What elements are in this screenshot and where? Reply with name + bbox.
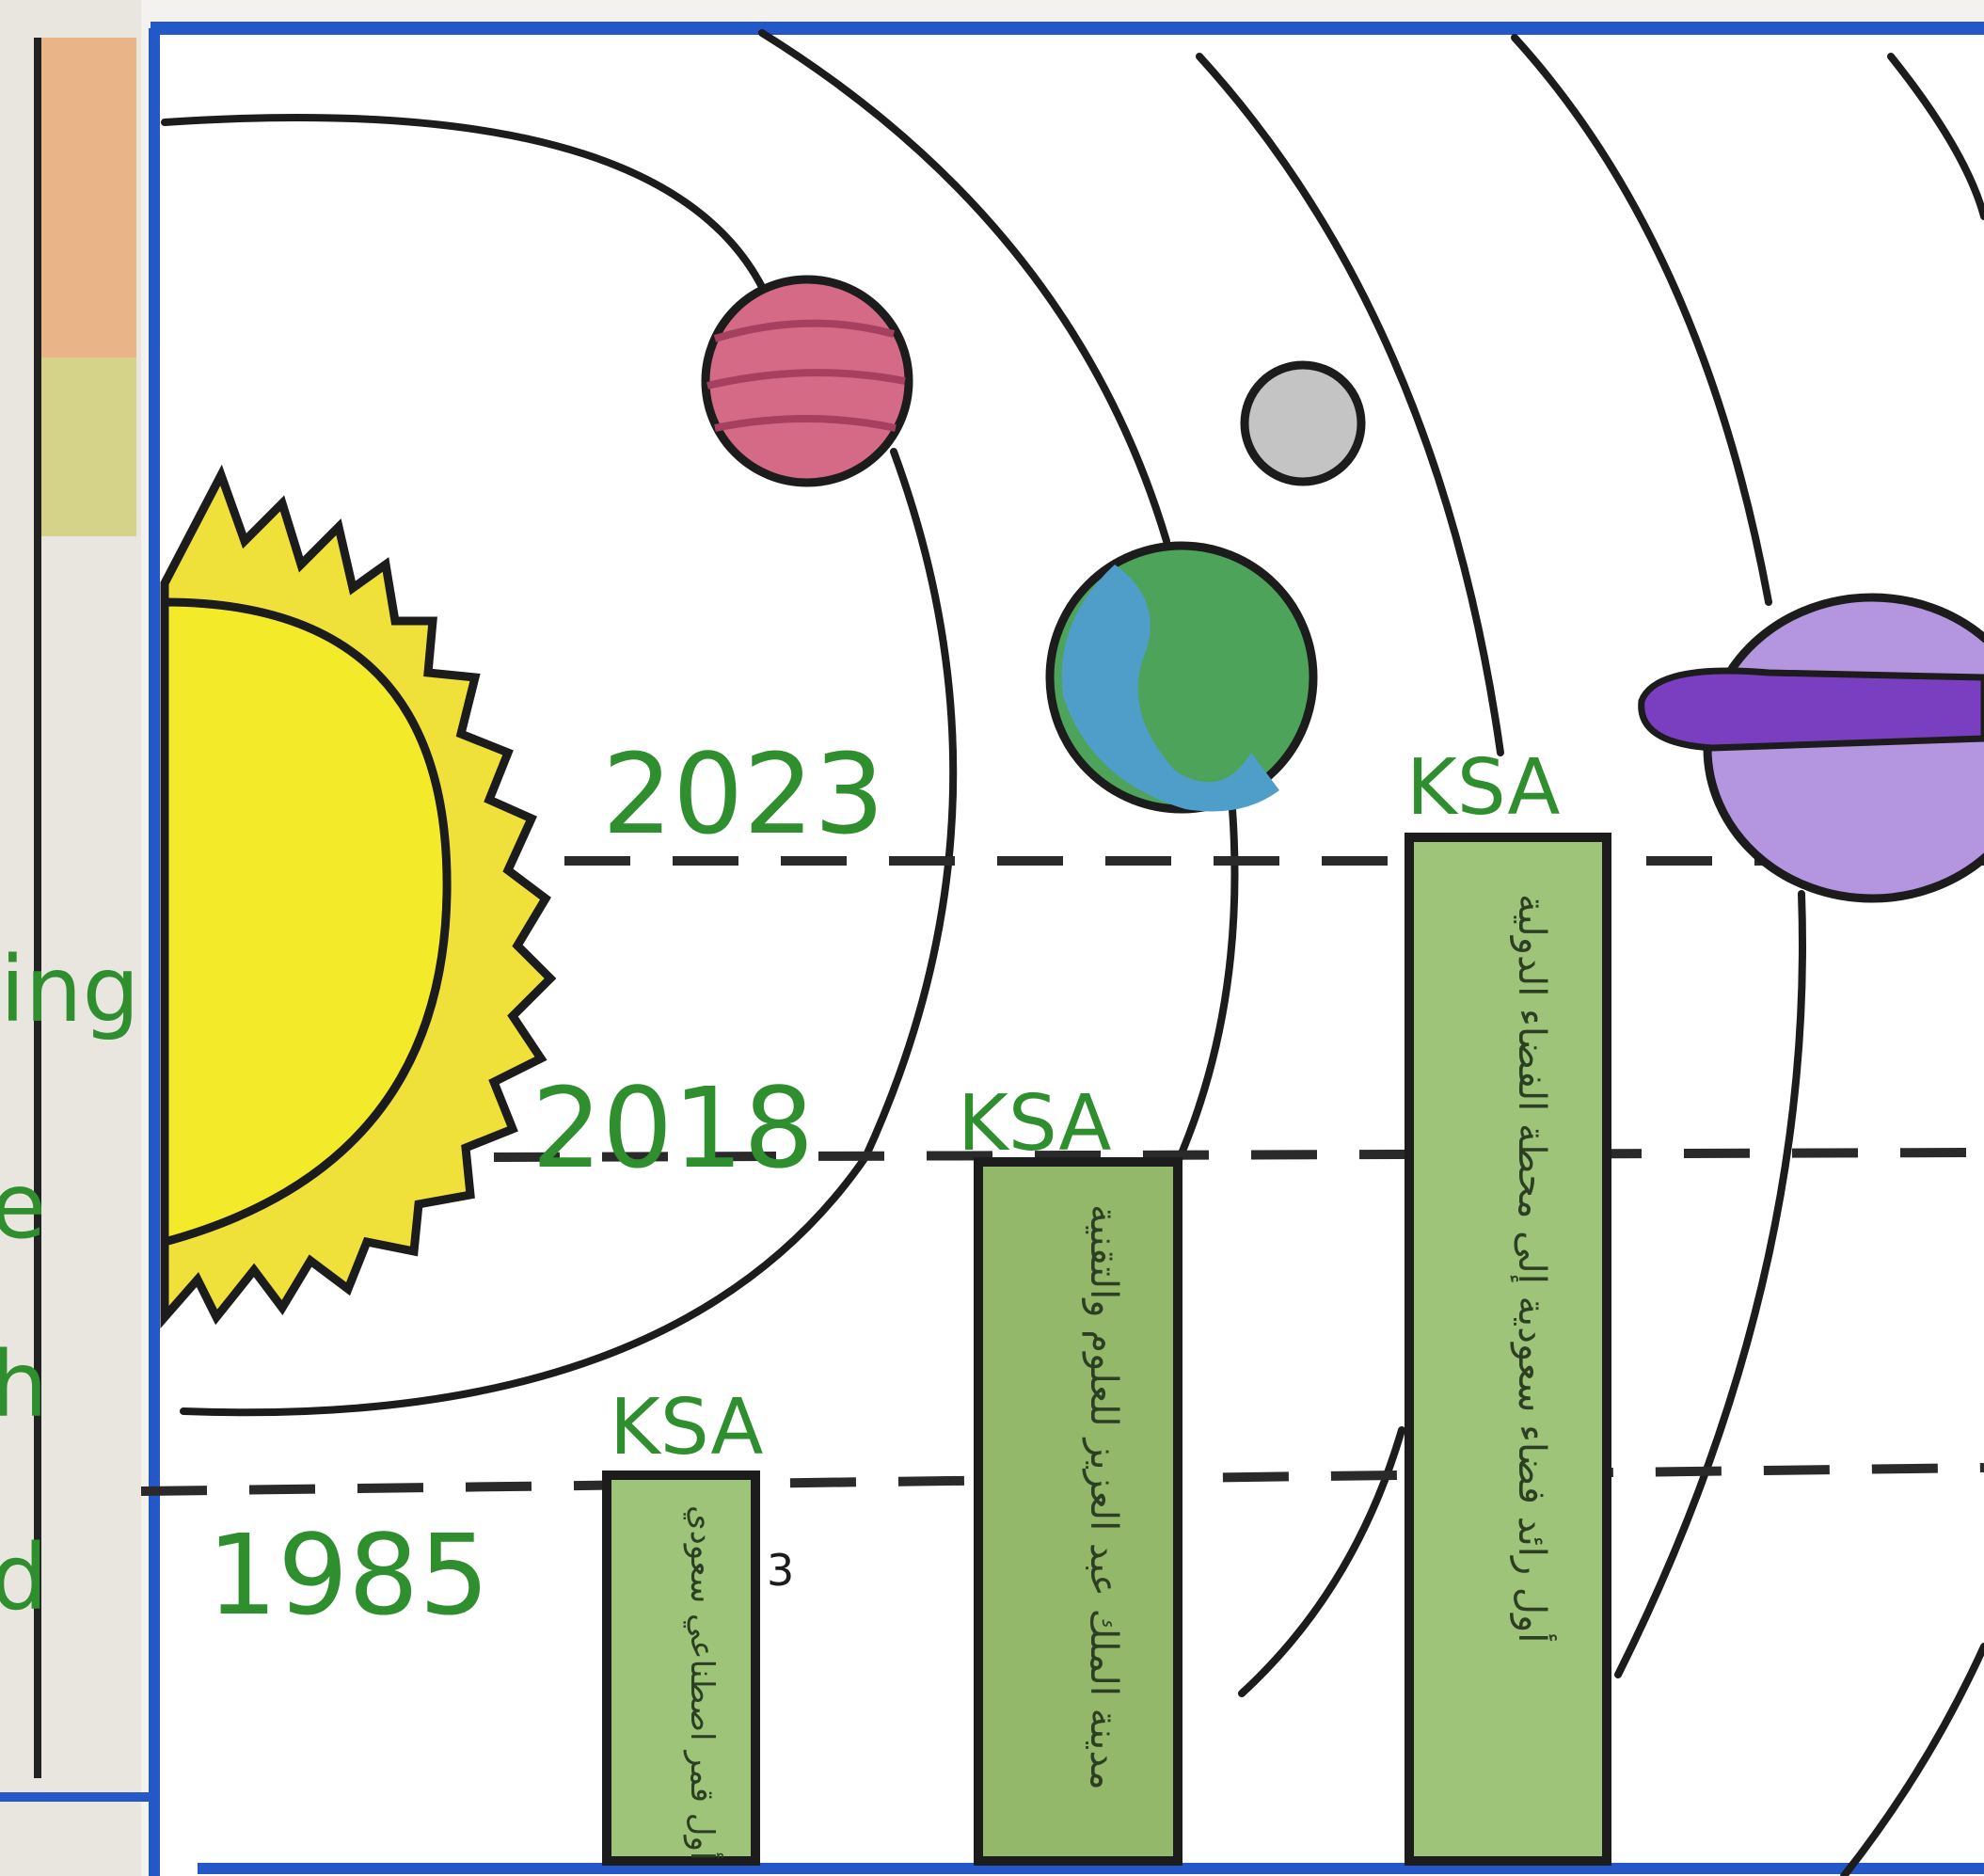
left-page-green-block bbox=[38, 358, 136, 536]
orbit-5-upper bbox=[1887, 53, 1984, 220]
label-2018: KSA bbox=[958, 1079, 1111, 1169]
year-1985: 1985 bbox=[207, 1510, 489, 1640]
sun bbox=[160, 464, 557, 1328]
small-mark: 3 bbox=[767, 1545, 794, 1596]
year-2023: 2023 bbox=[602, 729, 884, 859]
orbit-1-upper bbox=[161, 114, 766, 291]
bar-note-1985: أول قمر اصطناعي سعودي bbox=[683, 1505, 723, 1860]
orbit-4-lower bbox=[1614, 890, 1806, 1678]
edge-letters-1: ing bbox=[0, 937, 139, 1042]
orbit-3-upper bbox=[1196, 53, 1504, 756]
bar-note-2018: مدينة الملك عبد العزيز للعلوم والتقنية bbox=[1082, 1204, 1125, 1790]
sun-disc bbox=[160, 597, 452, 1248]
edge-letters-3: h bbox=[0, 1332, 48, 1438]
moon bbox=[1240, 360, 1366, 486]
bar-note-2023: أول رائد فضاء سعودية إلى محطة الفضاء الد… bbox=[1510, 894, 1557, 1643]
edge-letters-4: d bbox=[0, 1525, 48, 1630]
orbit-5-lower bbox=[1840, 1643, 1984, 1876]
bar-2018 bbox=[974, 1157, 1182, 1866]
pink-planet bbox=[701, 275, 913, 487]
earth bbox=[1045, 541, 1318, 814]
edge-letters-2: e bbox=[0, 1153, 46, 1259]
label-2023: KSA bbox=[1406, 743, 1560, 833]
orbit-4-upper bbox=[1511, 34, 1772, 606]
label-1985: KSA bbox=[610, 1383, 763, 1472]
orbit-2-upper bbox=[758, 29, 1170, 545]
year-2018: 2018 bbox=[532, 1063, 814, 1193]
bar-2023 bbox=[1405, 833, 1611, 1866]
purple-planet bbox=[1638, 593, 1984, 903]
guide-line-2018 bbox=[493, 1148, 1984, 1162]
bars bbox=[602, 833, 1611, 1866]
bar-1985 bbox=[602, 1471, 760, 1866]
